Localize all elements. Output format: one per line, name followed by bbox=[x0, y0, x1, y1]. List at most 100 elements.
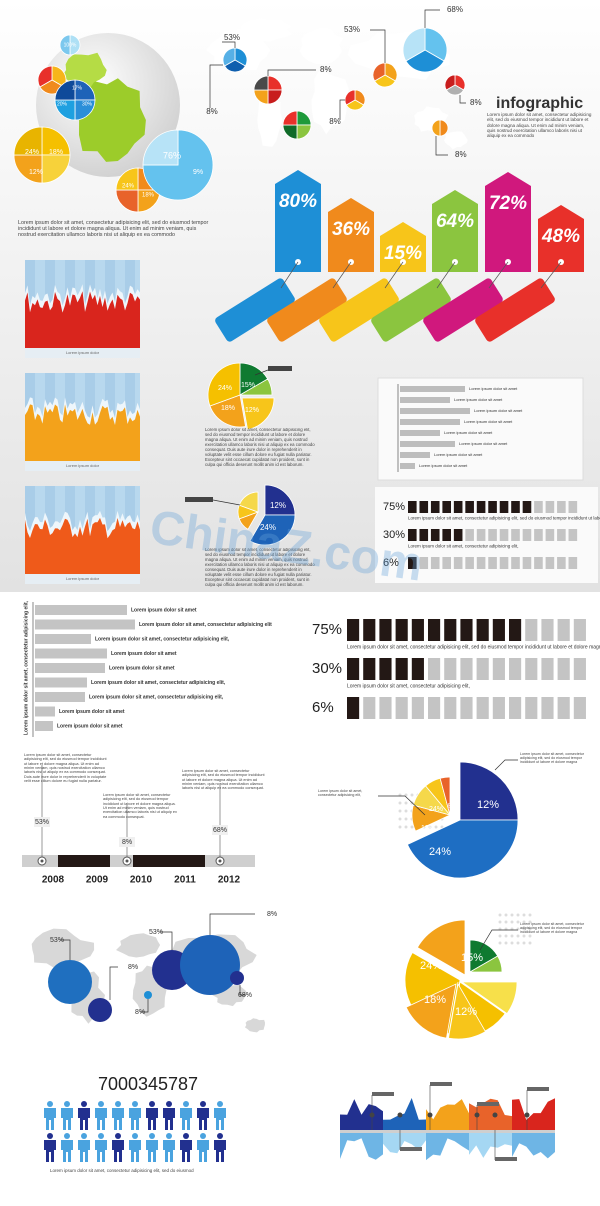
pie-slice bbox=[405, 983, 457, 1039]
progress-block bbox=[509, 658, 522, 680]
label: 2009 bbox=[86, 875, 109, 886]
label: 30% bbox=[82, 101, 93, 107]
hanging-tag bbox=[319, 278, 399, 342]
progress-block bbox=[511, 529, 520, 541]
progress-block bbox=[499, 529, 509, 541]
progress-block bbox=[488, 529, 497, 541]
person-head bbox=[183, 1133, 189, 1139]
progress-block bbox=[557, 697, 570, 719]
pie-slice bbox=[282, 110, 298, 126]
paragraph-text: Lorem ipsum dolor sit amet, consectetur … bbox=[487, 112, 592, 139]
person-head bbox=[217, 1101, 223, 1107]
callout-dot bbox=[474, 1112, 480, 1118]
person-body bbox=[44, 1108, 56, 1130]
label: 7000345787 bbox=[98, 1074, 198, 1094]
dot-pattern bbox=[434, 825, 438, 829]
progress-block bbox=[511, 501, 520, 513]
label: 12% bbox=[270, 501, 286, 510]
callout-box bbox=[430, 1082, 452, 1086]
progress-block bbox=[545, 501, 555, 513]
progress-block bbox=[534, 529, 543, 541]
progress-block bbox=[419, 529, 429, 541]
paragraph-text: Lorem ipsum dolor sit amet, consectetur … bbox=[205, 548, 315, 587]
progress-block bbox=[442, 529, 451, 541]
callout-line bbox=[494, 759, 518, 771]
hanging-tag bbox=[371, 278, 451, 342]
bar bbox=[400, 386, 465, 392]
progress-block bbox=[465, 557, 474, 569]
label: 8% bbox=[135, 1009, 145, 1016]
tag-label: 80% bbox=[279, 191, 317, 212]
callout-line bbox=[370, 29, 386, 63]
person-body bbox=[146, 1108, 158, 1130]
progress-block bbox=[492, 658, 505, 680]
bar bbox=[400, 408, 470, 414]
label: 8% bbox=[329, 117, 341, 126]
paragraph-text: Lorem ipsum dolor sit amet, consectetur … bbox=[18, 220, 209, 239]
pie-slice bbox=[444, 74, 456, 91]
person-head bbox=[166, 1133, 172, 1139]
marker-bg bbox=[34, 817, 50, 827]
callout-box bbox=[372, 1092, 394, 1096]
map-circle bbox=[88, 998, 112, 1022]
paragraph-text: Lorem ipsum dolor sit amet, consectetur … bbox=[520, 752, 584, 765]
dot-pattern bbox=[410, 793, 414, 797]
person-body bbox=[180, 1140, 192, 1162]
person-head bbox=[132, 1133, 138, 1139]
dot-pattern bbox=[410, 825, 414, 829]
label: 53% bbox=[224, 33, 240, 42]
map-shape bbox=[237, 18, 293, 42]
pie-slice bbox=[241, 397, 275, 430]
progress-block bbox=[511, 557, 520, 569]
label: Lorem ipsum dolor sit amet, consectetur … bbox=[89, 694, 224, 700]
person-head bbox=[132, 1101, 138, 1107]
tag bbox=[380, 222, 426, 272]
person-body bbox=[146, 1140, 158, 1162]
person-body bbox=[44, 1140, 56, 1162]
callout-dot bbox=[427, 1112, 433, 1118]
label: 8% bbox=[128, 964, 138, 971]
bar bbox=[400, 419, 460, 425]
map-shape bbox=[31, 928, 95, 969]
person-head bbox=[115, 1133, 121, 1139]
pie-slice bbox=[54, 99, 76, 121]
bar bbox=[35, 634, 91, 644]
label: Lorem ipsum dolor sit amet bbox=[131, 607, 197, 613]
tag bbox=[485, 172, 531, 272]
progress-block bbox=[545, 557, 555, 569]
dot-pattern bbox=[428, 825, 432, 829]
progress-block bbox=[522, 557, 532, 569]
dot-pattern bbox=[510, 913, 514, 917]
label: 18% bbox=[49, 149, 63, 156]
progress-block bbox=[442, 501, 451, 513]
bar bbox=[400, 430, 440, 436]
label: Lorem ipsum dolor sit amet bbox=[459, 441, 508, 446]
progress-block bbox=[499, 501, 509, 513]
bar bbox=[400, 463, 415, 469]
progress-block bbox=[411, 697, 424, 719]
progress-block bbox=[465, 529, 474, 541]
person-body bbox=[78, 1140, 90, 1162]
person-body bbox=[163, 1108, 175, 1130]
progress-block bbox=[363, 697, 376, 719]
pie-text: Lorem ipsum dolor sit amet, consectetur … bbox=[205, 548, 315, 587]
pie-slice bbox=[402, 27, 426, 62]
bar bbox=[400, 397, 450, 403]
progress-block bbox=[411, 619, 424, 641]
person-body bbox=[61, 1108, 73, 1130]
dot-pattern bbox=[522, 927, 526, 931]
progress-block bbox=[476, 658, 489, 680]
label: Lorem ipsum dolor sit amet bbox=[419, 463, 468, 468]
dot-pattern bbox=[498, 913, 502, 917]
pie-slice bbox=[222, 47, 236, 67]
progress-block bbox=[541, 619, 554, 641]
label: Lorem ipsum dolor sit amet bbox=[434, 452, 483, 457]
person-body bbox=[129, 1140, 141, 1162]
progress-block bbox=[557, 501, 566, 513]
chart-axis bbox=[25, 461, 140, 471]
person-head bbox=[47, 1101, 53, 1107]
dot-pattern bbox=[528, 920, 532, 924]
callout-line bbox=[332, 261, 352, 289]
pie-slice bbox=[41, 126, 71, 156]
pie-slice bbox=[142, 129, 179, 166]
